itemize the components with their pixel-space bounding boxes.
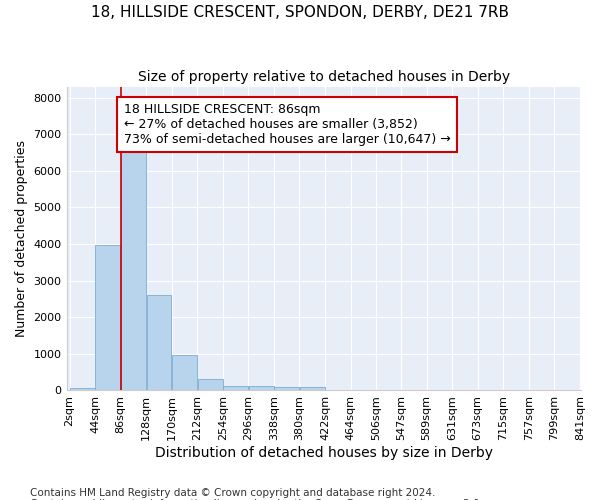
Bar: [197, 379, 223, 390]
Bar: [121, 150, 146, 390]
Bar: [249, 386, 274, 390]
Bar: [223, 386, 248, 390]
Text: 18, HILLSIDE CRESCENT, SPONDON, DERBY, DE21 7RB: 18, HILLSIDE CRESCENT, SPONDON, DERBY, D…: [91, 5, 509, 20]
Bar: [172, 356, 197, 390]
Bar: [146, 294, 172, 390]
Text: 18 HILLSIDE CRESCENT: 86sqm
← 27% of detached houses are smaller (3,852)
73% of : 18 HILLSIDE CRESCENT: 86sqm ← 27% of det…: [124, 103, 451, 146]
X-axis label: Distribution of detached houses by size in Derby: Distribution of detached houses by size …: [155, 446, 493, 460]
Bar: [95, 244, 121, 390]
Text: Contains HM Land Registry data © Crown copyright and database right 2024.: Contains HM Land Registry data © Crown c…: [30, 488, 436, 498]
Bar: [274, 387, 299, 390]
Bar: [300, 387, 325, 390]
Y-axis label: Number of detached properties: Number of detached properties: [15, 140, 28, 337]
Text: Contains public sector information licensed under the Open Government Licence v3: Contains public sector information licen…: [30, 499, 483, 500]
Title: Size of property relative to detached houses in Derby: Size of property relative to detached ho…: [138, 70, 510, 84]
Bar: [70, 388, 95, 390]
